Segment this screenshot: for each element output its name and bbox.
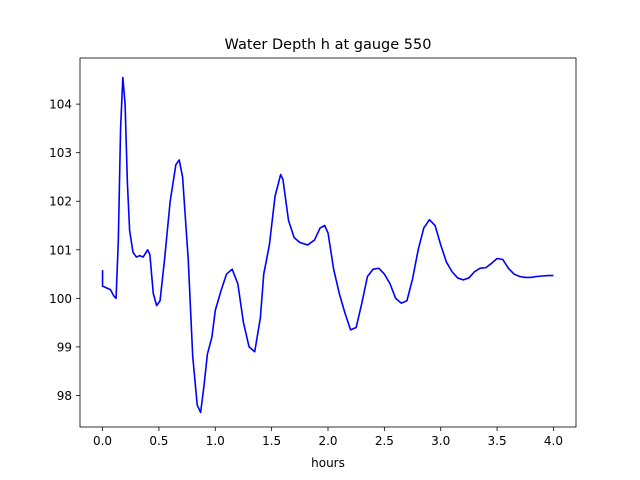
chart-title: Water Depth h at gauge 550 [225, 37, 432, 53]
x-axis-label: hours [311, 456, 345, 470]
series-line-0 [101, 76, 554, 414]
plot-area [101, 76, 554, 414]
y-tick-label: 104 [49, 98, 72, 112]
plot-frame [79, 57, 577, 428]
x-tick-label: 1.5 [262, 434, 281, 448]
y-tick-label: 99 [57, 340, 72, 354]
x-tick-label: 1.0 [206, 434, 225, 448]
y-tick-label: 100 [49, 292, 72, 306]
y-tick-label: 103 [49, 146, 72, 160]
y-tick-label: 102 [49, 195, 72, 209]
y-tick-label: 101 [49, 243, 72, 257]
x-tick-label: 2.5 [375, 434, 394, 448]
x-tick-label: 4.0 [544, 434, 563, 448]
x-tick-label: 2.0 [318, 434, 337, 448]
x-tick-label: 3.0 [431, 434, 450, 448]
x-axis: 0.0 0.5 1.0 1.5 2.0 2.5 3.0 3.5 4.0 [93, 427, 563, 448]
x-tick-label: 0.5 [149, 434, 168, 448]
y-tick-label: 98 [57, 389, 72, 403]
x-tick-label: 3.5 [488, 434, 507, 448]
x-tick-label: 0.0 [93, 434, 112, 448]
y-axis: 98 99 100 101 102 103 104 [49, 98, 80, 403]
